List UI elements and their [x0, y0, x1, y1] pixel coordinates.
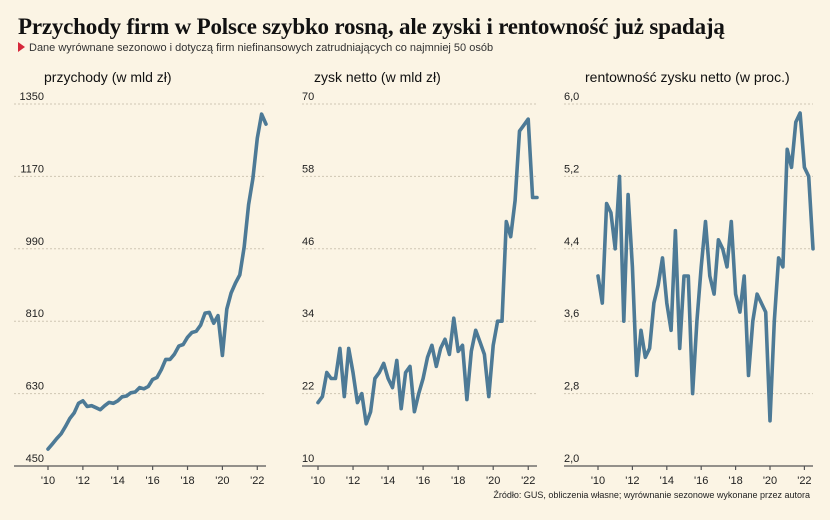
x-tick-label: '20	[763, 475, 777, 487]
source-note: Źródło: GUS, obliczenia własne; wyrównan…	[493, 490, 810, 500]
y-tick-label: 58	[302, 163, 314, 175]
y-tick-label: 3,6	[564, 308, 579, 320]
subtitle-text: Dane wyrównane sezonowo i dotyczą firm n…	[29, 42, 494, 54]
y-tick-label: 990	[26, 236, 44, 248]
x-tick-label: '16	[694, 475, 708, 487]
y-tick-label: 630	[26, 381, 44, 393]
y-tick-label: 10	[302, 453, 314, 465]
y-tick-label: 46	[302, 236, 314, 248]
chart-title: przychody (w mld zł)	[44, 69, 172, 85]
chart-rentownosc: rentowność zysku netto (w proc.) 2,0 2,8 3,…	[564, 69, 815, 487]
chart-zysk-netto: zysk netto (w mld zł) 10 22 34 46 58 70 '10 '12 '…	[302, 69, 539, 487]
x-tick-label: '14	[660, 475, 674, 487]
x-tick-label: '10	[311, 475, 325, 487]
y-tick-label: 70	[302, 91, 314, 103]
page-title: Przychody firm w Polsce szybko rosną, al…	[18, 14, 725, 39]
y-tick-label: 2,0	[564, 453, 579, 465]
y-tick-label: 6,0	[564, 91, 579, 103]
y-tick-label: 22	[302, 381, 314, 393]
x-tick-label: '10	[41, 475, 55, 487]
x-tick-label: '12	[346, 475, 360, 487]
series-line	[316, 117, 539, 426]
y-tick-label: 1350	[20, 91, 44, 103]
x-tick-label: '14	[111, 475, 125, 487]
x-tick-label: '12	[76, 475, 90, 487]
series-line	[596, 111, 815, 423]
y-tick-label: 810	[26, 308, 44, 320]
x-tick-label: '18	[451, 475, 465, 487]
y-tick-label: 2,8	[564, 381, 579, 393]
x-tick-label: '16	[416, 475, 430, 487]
x-tick-label: '18	[728, 475, 742, 487]
x-tick-label: '22	[250, 475, 264, 487]
x-tick-label: '16	[145, 475, 159, 487]
x-tick-label: '12	[625, 475, 639, 487]
y-tick-label: 5,2	[564, 163, 579, 175]
chart-title: rentowność zysku netto (w proc.)	[585, 69, 790, 85]
subtitle: Dane wyrównane sezonowo i dotyczą firm n…	[18, 42, 493, 54]
y-tick-label: 4,4	[564, 236, 579, 248]
y-tick-label: 34	[302, 308, 314, 320]
x-tick-label: '22	[797, 475, 811, 487]
x-tick-label: '20	[215, 475, 229, 487]
y-tick-label: 1170	[20, 163, 44, 175]
x-tick-label: '18	[180, 475, 194, 487]
x-tick-label: '22	[521, 475, 535, 487]
series-line	[46, 112, 268, 451]
x-tick-label: '20	[486, 475, 500, 487]
chart-title: zysk netto (w mld zł)	[314, 69, 441, 85]
x-tick-label: '14	[381, 475, 395, 487]
red-triangle-icon	[18, 42, 25, 52]
chart-przychody: przychody (w mld zł) 450 630 810 990 1170 1350…	[14, 69, 268, 487]
y-tick-label: 450	[26, 453, 44, 465]
x-tick-label: '10	[591, 475, 605, 487]
